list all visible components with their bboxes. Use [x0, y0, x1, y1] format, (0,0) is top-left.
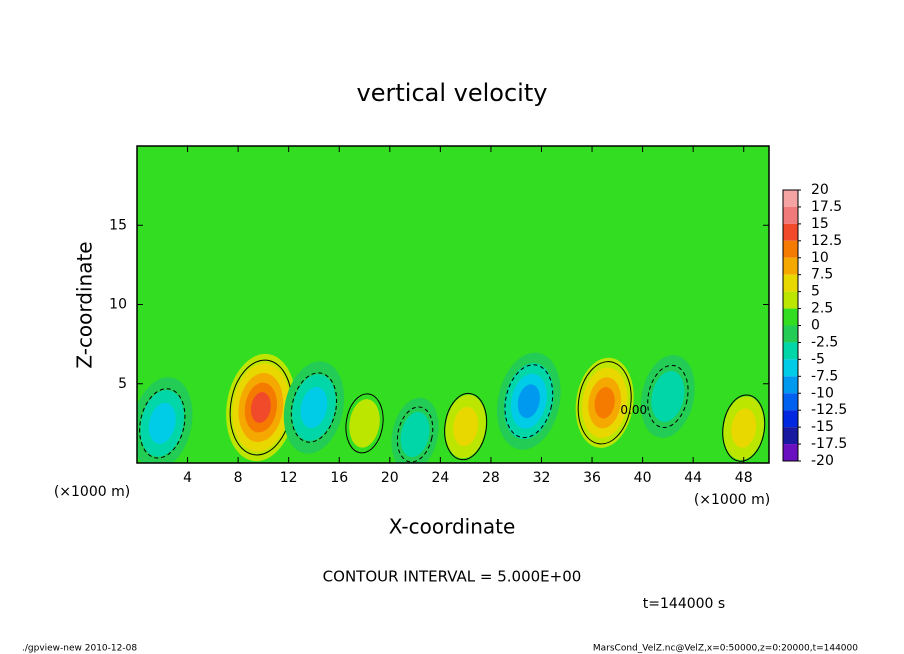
colorbar-band: [783, 359, 798, 377]
x-tick-label: 12: [280, 470, 298, 486]
colorbar-label: 15: [811, 216, 829, 232]
x-tick-label: 24: [431, 470, 449, 486]
colorbar-band: [783, 190, 798, 207]
x-tick-label: 16: [330, 470, 348, 486]
colorbar-label: 0: [811, 318, 820, 334]
y-axis-label: Z-coordinate: [73, 241, 97, 368]
contour-line: [139, 388, 186, 459]
contour-region: [453, 406, 479, 447]
colorbar-label: 12.5: [811, 233, 842, 249]
colorbar-band: [783, 427, 798, 445]
colorbar-label: -17.5: [811, 436, 847, 452]
colorbar-band: [783, 274, 798, 292]
x-tick-label: 44: [684, 470, 702, 486]
colorbar-label: 7.5: [811, 267, 833, 283]
colorbar-band: [783, 223, 798, 241]
colorbar-band: [783, 308, 798, 326]
contour-region: [594, 387, 615, 419]
colorbar-label: 10: [811, 250, 829, 266]
y-unit: (×1000 m): [54, 484, 130, 500]
contour-line: [577, 361, 632, 445]
contour-line: [345, 393, 384, 454]
x-tick-label: 8: [234, 470, 243, 486]
colorbar-band: [783, 376, 798, 394]
contour-region: [400, 411, 430, 458]
field: [137, 352, 766, 463]
contour-region: [651, 370, 685, 422]
y-tick-label: 15: [109, 217, 127, 233]
colorbar-label: -15: [811, 419, 834, 435]
colorbar-label: -5: [811, 351, 825, 367]
y-tick-label: 5: [118, 376, 127, 392]
colorbar-label: -2.5: [811, 334, 838, 350]
colorbar-band: [783, 206, 798, 224]
x-tick-label: 40: [634, 470, 652, 486]
contour-region: [250, 392, 271, 423]
colorbar-label: -20: [811, 453, 834, 469]
x-tick-label: 36: [583, 470, 601, 486]
colorbar-label: 2.5: [811, 301, 833, 317]
contour-line: [647, 364, 689, 429]
x-tick-label: 4: [183, 470, 192, 486]
contour-line: [504, 364, 554, 439]
colorbar-band: [783, 393, 798, 411]
contour-region: [300, 387, 328, 429]
y-tick-label: 10: [109, 297, 127, 313]
x-axis-label: X-coordinate: [389, 515, 516, 539]
contour-line: [396, 406, 434, 463]
contour-line: [444, 392, 488, 461]
footer-left: ./gpview-new 2010-12-08: [22, 644, 137, 654]
colorbar-label: -7.5: [811, 368, 838, 384]
time-label: t=144000 s: [643, 596, 725, 612]
chart-title: vertical velocity: [357, 79, 548, 107]
colorbar-band: [783, 325, 798, 343]
footer-right: MarsCond_VelZ.nc@VelZ,x=0:50000,z=0:2000…: [593, 644, 858, 654]
colorbar-label: 5: [811, 284, 820, 300]
x-tick-label: 20: [381, 470, 399, 486]
x-unit: (×1000 m): [694, 492, 770, 508]
colorbar-band: [783, 240, 798, 258]
contour-line: [722, 394, 766, 462]
contour-region: [349, 399, 380, 448]
colorbar-band: [783, 444, 798, 461]
x-tick-label: 28: [482, 470, 500, 486]
colorbar-band: [783, 291, 798, 309]
colorbar-label: 17.5: [811, 199, 842, 215]
contour-region: [148, 402, 176, 444]
contour-annotation: 0.00: [620, 403, 647, 417]
x-tick-label: 48: [735, 470, 753, 486]
contour-region: [731, 408, 757, 448]
colorbar-band: [783, 342, 798, 360]
colorbar-band: [783, 257, 798, 275]
colorbar-label: -12.5: [811, 402, 847, 418]
colorbar-band: [783, 410, 798, 428]
colorbar-label: -10: [811, 385, 834, 401]
contour-region: [517, 384, 540, 419]
colorbar-label: 20: [811, 182, 829, 198]
x-tick-label: 32: [533, 470, 551, 486]
contour-interval: CONTOUR INTERVAL = 5.000E+00: [323, 568, 582, 586]
